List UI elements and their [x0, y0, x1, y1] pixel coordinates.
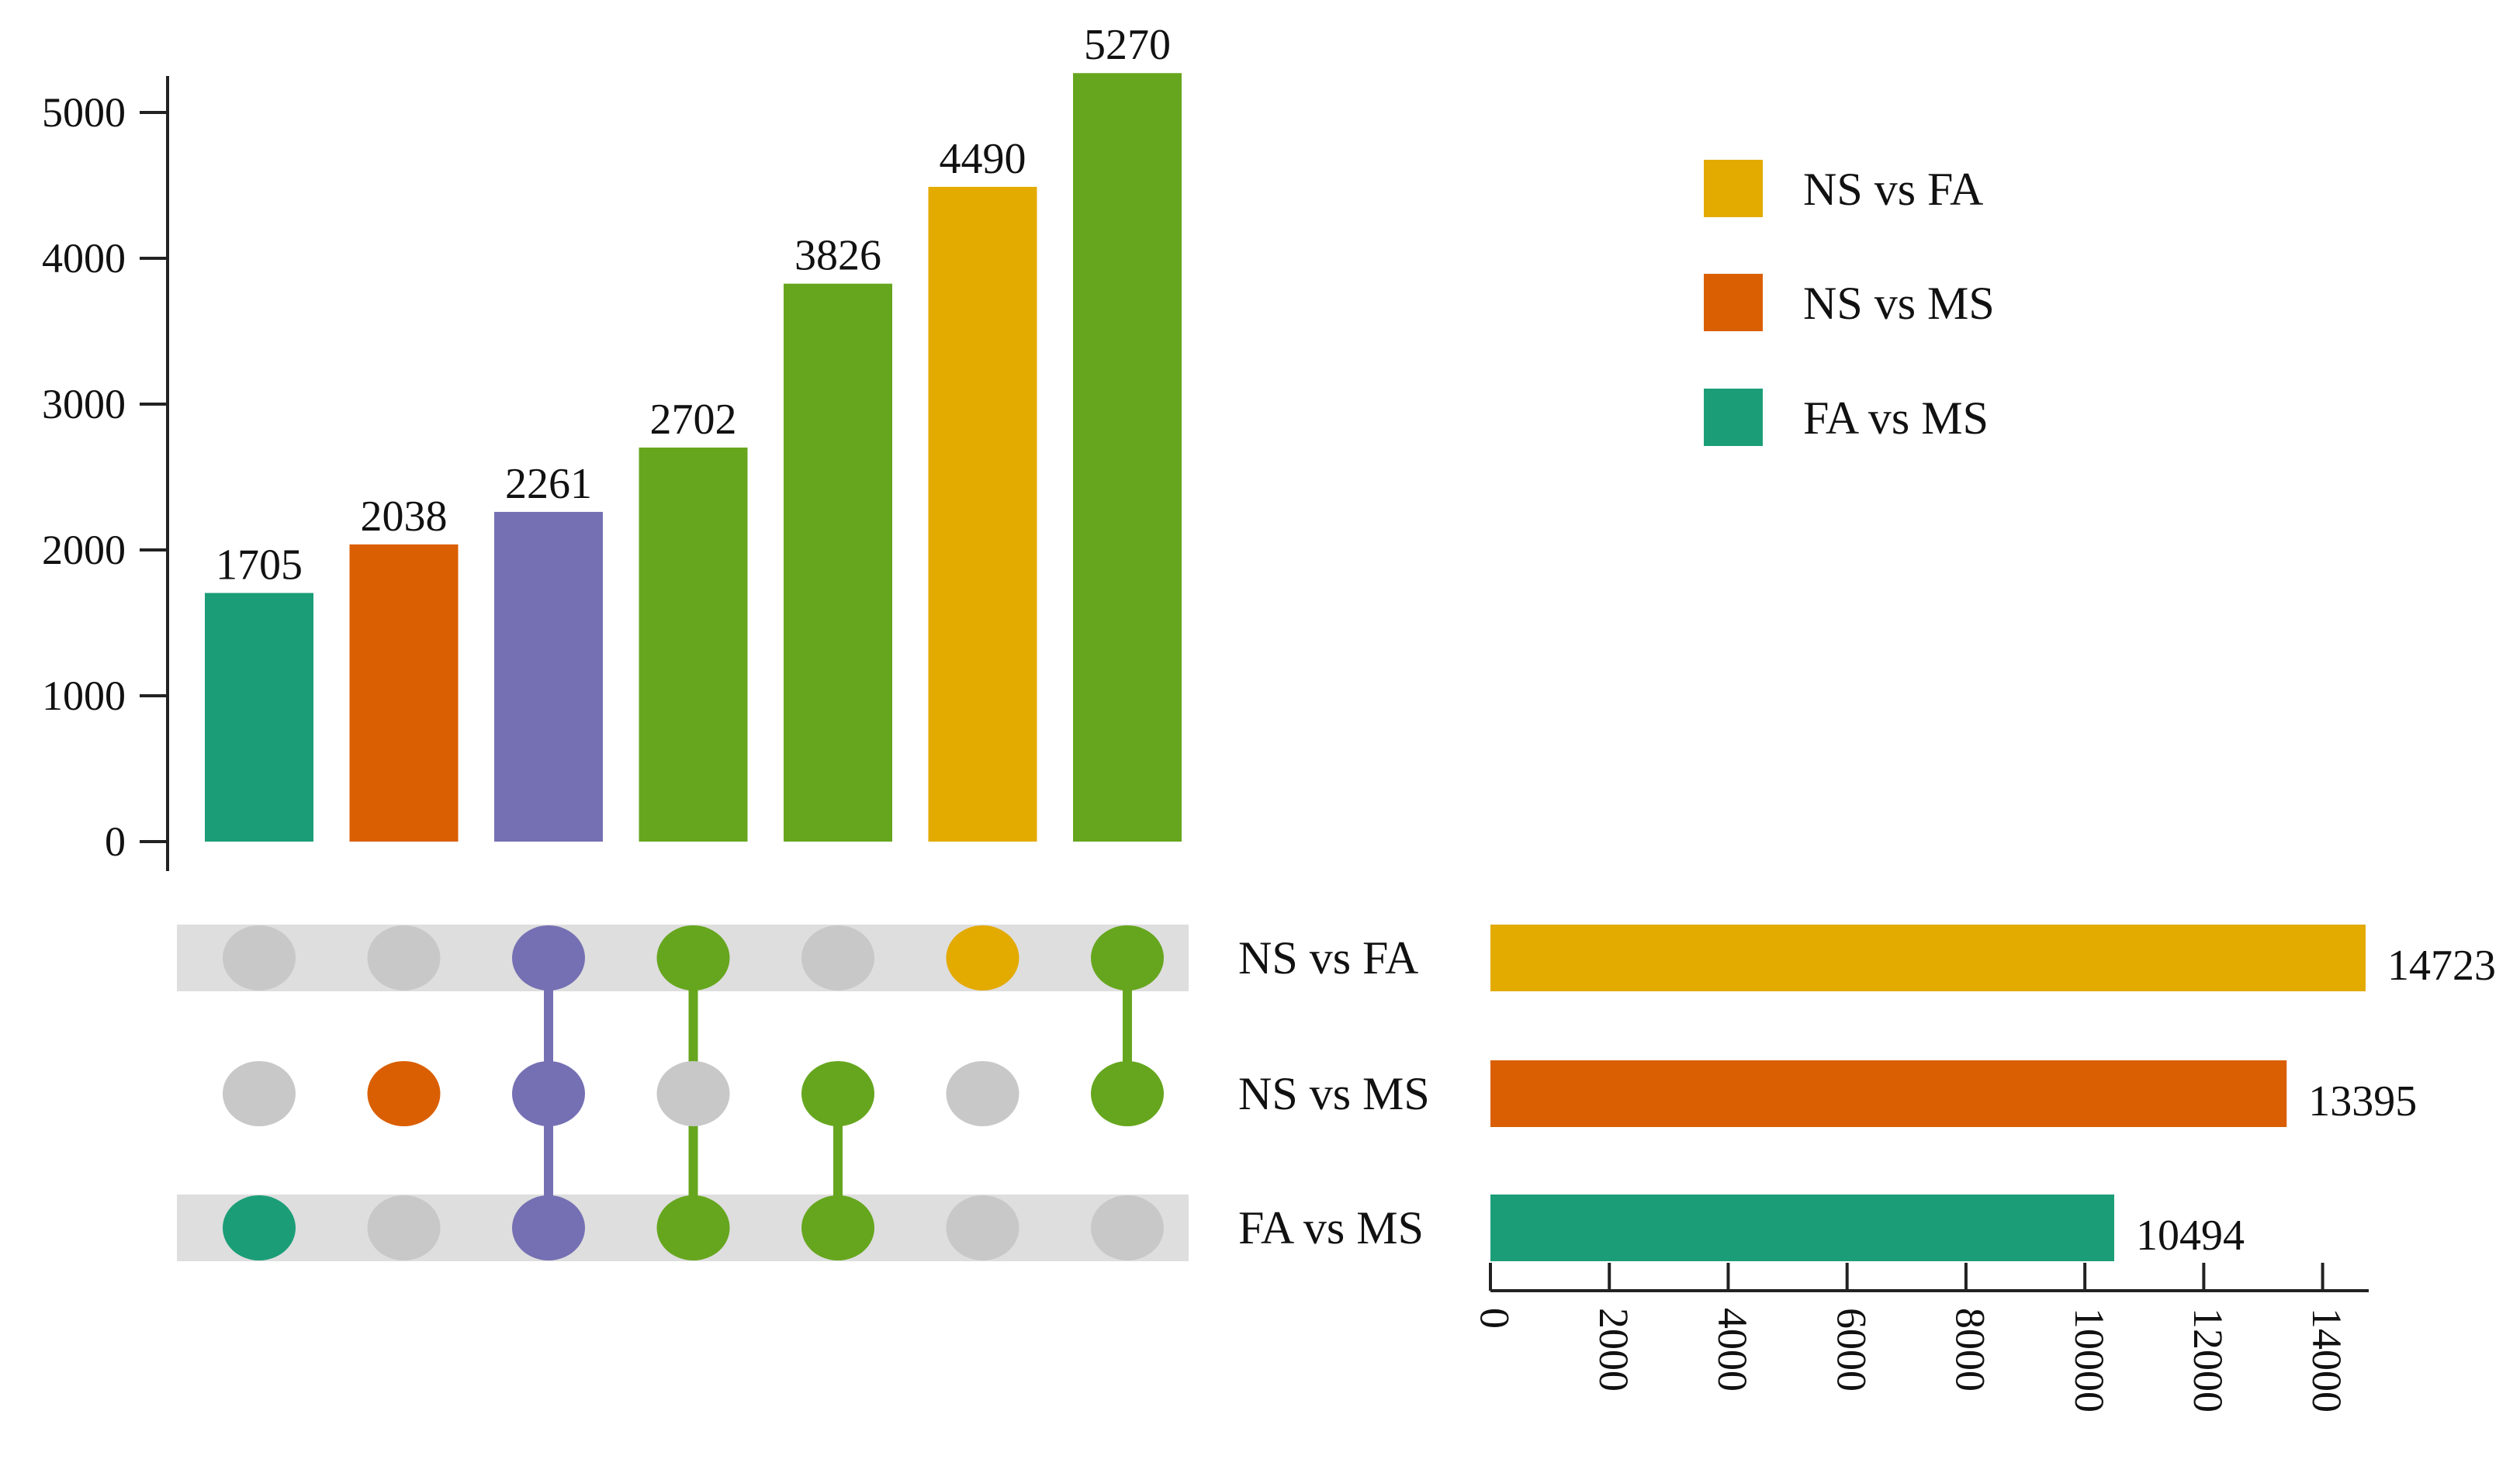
- y-axis-tick-label: 5000: [42, 89, 126, 136]
- matrix-dot-inactive: [223, 1061, 296, 1126]
- matrix-dot-active: [946, 925, 1019, 991]
- set-size-bars: NS vs FA 14723 NS vs MS 13395 FA vs MS 10494: [1238, 925, 2496, 1261]
- matrix-dot-active: [512, 1061, 585, 1126]
- x-axis-tick-label: 14000: [2304, 1308, 2350, 1412]
- set-size-value: 14723: [2387, 942, 2496, 990]
- legend-swatch: [1704, 389, 1763, 446]
- x-axis-tick-label: 2000: [1591, 1308, 1637, 1392]
- set-size-value: 10494: [2136, 1212, 2245, 1260]
- legend-label: FA vs MS: [1803, 392, 1989, 444]
- x-axis-tick-label: 4000: [1709, 1308, 1756, 1392]
- x-axis-tick-label: 6000: [1828, 1308, 1874, 1392]
- set-size-bar: [1490, 1195, 2114, 1261]
- intersection-bar: [205, 593, 313, 842]
- matrix-dot-active: [656, 925, 730, 991]
- x-axis-tick-label: 8000: [1947, 1308, 1994, 1392]
- matrix-dot-active: [223, 1195, 296, 1260]
- matrix-dot-inactive: [1091, 1195, 1164, 1260]
- y-axis-tick-label: 4000: [42, 235, 126, 282]
- matrix-dot-inactive: [656, 1061, 730, 1126]
- intersection-bar-value: 5270: [1084, 21, 1171, 69]
- legend-swatch: [1704, 160, 1763, 217]
- y-axis-tick-label: 3000: [42, 381, 126, 427]
- legend-swatch: [1704, 274, 1763, 331]
- intersection-bar-value: 1705: [216, 541, 303, 589]
- intersection-bar-value: 2702: [650, 396, 737, 444]
- set-name-label: NS vs MS: [1238, 1068, 1430, 1119]
- matrix-dot-inactive: [367, 925, 441, 991]
- set-size-bar: [1490, 1060, 2287, 1127]
- matrix-dot-inactive: [801, 925, 874, 991]
- set-size-axis: 0 2000 4000 6000 8000 10000 12000 14000: [1472, 1263, 2369, 1412]
- y-axis-tick-label: 1000: [42, 672, 126, 719]
- intersection-bar: [494, 511, 603, 842]
- matrix-dot-active: [367, 1061, 441, 1126]
- intersection-bar: [1073, 73, 1182, 842]
- y-axis-tick-label: 0: [105, 818, 126, 865]
- matrix-dot-active: [801, 1195, 874, 1260]
- matrix-dot-inactive: [946, 1061, 1019, 1126]
- legend: NS vs FA NS vs MS FA vs MS: [1704, 160, 1995, 446]
- matrix-dot-inactive: [367, 1195, 441, 1260]
- intersection-bar: [784, 283, 892, 842]
- intersection-size-axis: 0 1000 2000 3000 4000 5000: [42, 76, 169, 871]
- matrix-dot-inactive: [223, 925, 296, 991]
- matrix-dot-active: [1091, 1061, 1164, 1126]
- legend-label: NS vs MS: [1803, 278, 1995, 329]
- intersection-bar: [349, 544, 459, 842]
- y-axis-tick-label: 2000: [42, 527, 126, 573]
- matrix-dot-inactive: [946, 1195, 1019, 1260]
- x-axis-tick-label: 12000: [2185, 1308, 2231, 1412]
- set-name-label: NS vs FA: [1238, 932, 1418, 984]
- matrix-dot-active: [512, 1195, 585, 1260]
- set-size-bar: [1490, 925, 2366, 991]
- legend-label: NS vs FA: [1803, 164, 1983, 215]
- matrix-dot-active: [656, 1195, 730, 1260]
- x-axis-tick-label: 0: [1472, 1308, 1518, 1329]
- x-axis-tick-label: 10000: [2066, 1308, 2113, 1412]
- set-name-label: FA vs MS: [1238, 1202, 1424, 1253]
- intersection-bar: [928, 186, 1037, 842]
- matrix-dot-active: [1091, 925, 1164, 991]
- intersection-bars: 1705 2038 2261 2702 3826 4490 5270: [205, 21, 1182, 842]
- intersection-bar-value: 3826: [794, 232, 881, 280]
- intersection-matrix: [177, 925, 1189, 1261]
- intersection-bar-value: 2261: [505, 460, 592, 508]
- intersection-bar-value: 2038: [361, 493, 448, 541]
- intersection-bar: [639, 448, 748, 842]
- matrix-dot-active: [801, 1061, 874, 1126]
- set-size-value: 13395: [2308, 1077, 2417, 1125]
- matrix-dot-active: [512, 925, 585, 991]
- intersection-bar-value: 4490: [940, 135, 1026, 183]
